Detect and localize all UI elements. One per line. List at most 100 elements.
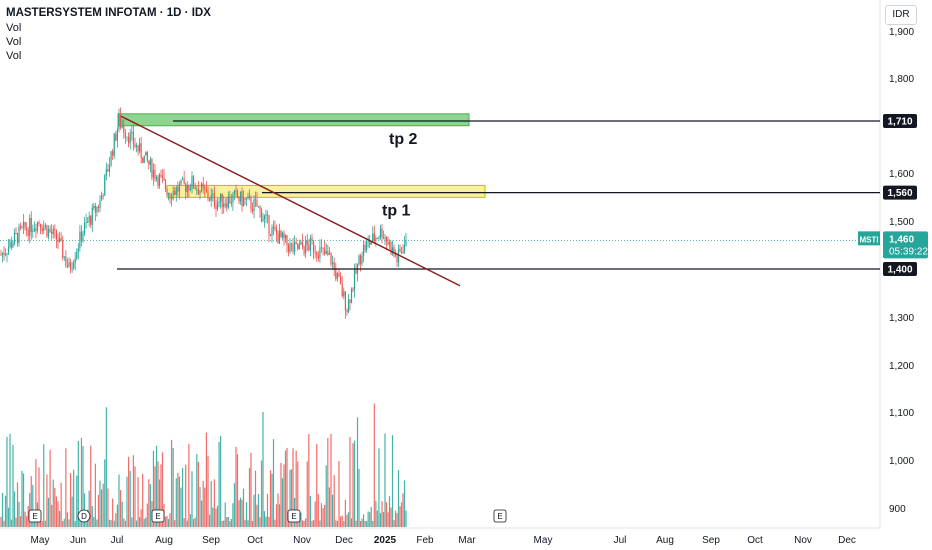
price-axis-tick: 1,500 — [889, 217, 914, 228]
volume-bar — [338, 461, 340, 527]
candle-body — [143, 155, 145, 163]
candle-body — [275, 229, 278, 235]
volume-bar — [68, 519, 70, 527]
earnings-marker[interactable] — [287, 509, 301, 523]
volume-bar — [328, 487, 331, 527]
tp-zone[interactable] — [117, 113, 470, 127]
candle-body — [135, 145, 138, 147]
volume-bar — [205, 432, 207, 527]
volume-bar — [12, 444, 14, 527]
candle-body — [215, 206, 217, 210]
level-price-text: 1,400 — [887, 265, 912, 276]
volume-bar — [169, 513, 171, 527]
volume-bar — [353, 440, 356, 527]
volume-bar — [314, 501, 316, 527]
volume-bar — [166, 515, 168, 527]
candle-body — [204, 186, 206, 190]
candle-body — [146, 151, 148, 161]
candle-body — [226, 203, 228, 208]
volume-bar — [359, 521, 362, 527]
time-axis[interactable]: May Jun Jul Aug Sep Oct Nov Dec 2025 Feb Mar May Jul… — [31, 535, 856, 546]
candle-body — [301, 241, 304, 248]
candle-body — [239, 191, 242, 202]
volume-bar — [358, 468, 360, 527]
time-axis-tick: 2025 — [374, 535, 397, 546]
volume-indicator-label[interactable]: Vol — [6, 36, 22, 48]
candle-body — [322, 247, 324, 249]
price-axis[interactable]: 1,900 1,800 1,600 1,500 1,300 1,200 1,100 1,000… — [889, 27, 914, 515]
volume-bar — [400, 502, 403, 527]
candle-body — [229, 196, 231, 204]
candle-body — [325, 251, 327, 254]
volume-bar — [71, 496, 73, 527]
time-axis-tick: Sep — [202, 535, 220, 546]
volume-bar — [290, 469, 293, 527]
candle-body — [102, 195, 104, 197]
candle-body — [362, 244, 365, 256]
candle-body — [6, 253, 8, 255]
volume-bar — [30, 476, 32, 527]
volume-bar — [129, 470, 131, 527]
candle-body — [370, 242, 372, 245]
candle-body — [66, 265, 69, 267]
candle-body — [12, 243, 14, 248]
volume-bar — [170, 439, 173, 527]
candle-body — [384, 237, 386, 239]
candle-body — [148, 160, 150, 165]
candle-body — [166, 188, 168, 195]
volume-bar — [193, 518, 195, 527]
candle-body — [388, 242, 391, 245]
candle-body — [134, 144, 136, 147]
volume-indicator-label[interactable]: Vol — [6, 22, 22, 34]
candle-body — [340, 276, 342, 284]
volume-bar — [77, 440, 79, 527]
candle-body — [352, 288, 354, 290]
price-badge-countdown: 05:39:22 — [889, 246, 928, 257]
candle-body — [224, 203, 226, 205]
volume-bar — [32, 484, 34, 527]
candle-body — [369, 240, 371, 245]
candle-body — [110, 151, 112, 166]
volume-bar — [22, 473, 25, 527]
volume-bar — [355, 520, 357, 527]
currency-button[interactable]: IDR — [885, 5, 917, 25]
candle-body — [333, 262, 335, 269]
volume-bar — [76, 475, 78, 527]
volume-bar — [286, 448, 288, 527]
candle-body — [24, 221, 26, 229]
candle-body — [221, 193, 223, 208]
candle-body — [163, 177, 165, 181]
price-axis-tick: 1,100 — [889, 408, 914, 419]
time-axis-tick: Mar — [458, 535, 476, 546]
candle-body — [393, 247, 395, 255]
earnings-marker[interactable] — [151, 509, 165, 523]
time-axis-tick: Nov — [293, 535, 311, 546]
trendline[interactable] — [120, 115, 461, 287]
candle-body — [73, 263, 75, 269]
candle-body — [113, 133, 115, 156]
candle-body — [338, 273, 340, 277]
volume-bar — [320, 503, 323, 527]
candle-body — [139, 143, 141, 152]
volume-bar — [9, 433, 11, 527]
volume-bar — [292, 448, 294, 527]
volume-bar — [27, 506, 29, 527]
candle-body — [281, 232, 284, 238]
candle-body — [4, 254, 7, 256]
volume-bar — [224, 502, 226, 527]
candle-body — [1, 252, 4, 255]
candle-body — [235, 190, 237, 192]
earnings-marker[interactable] — [493, 509, 507, 523]
time-axis-tick: Feb — [416, 535, 434, 546]
volume-bar — [164, 516, 167, 527]
candle-body — [343, 291, 345, 296]
volume-bar — [62, 520, 64, 527]
dividend-marker[interactable] — [77, 509, 91, 523]
volume-bar — [189, 514, 192, 527]
time-axis-tick: Sep — [702, 535, 720, 546]
volume-bar — [174, 520, 176, 527]
volume-indicator-label[interactable]: Vol — [6, 50, 22, 62]
candle-body — [260, 209, 263, 222]
earnings-marker[interactable] — [28, 509, 42, 523]
